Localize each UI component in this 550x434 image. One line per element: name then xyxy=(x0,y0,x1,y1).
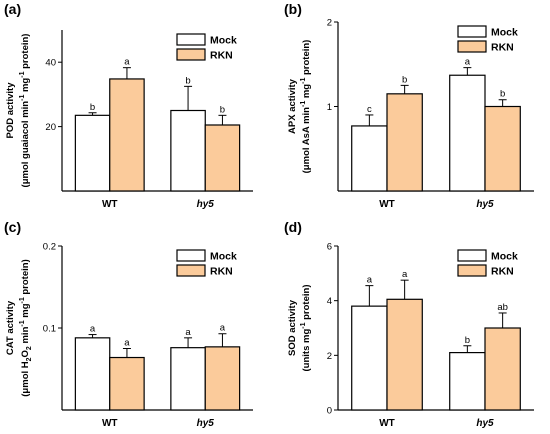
x-tick-label: hy5 xyxy=(197,199,215,210)
bar-mock-hy5 xyxy=(449,352,486,411)
significance-letter: ab xyxy=(497,302,508,313)
significance-letter: a xyxy=(124,57,130,68)
legend-label: Mock xyxy=(210,251,237,263)
legend-swatch-mock xyxy=(176,249,206,262)
y-axis-title: APX activity xyxy=(287,78,298,134)
significance-letter: a xyxy=(185,327,191,338)
bar-rkn-wt xyxy=(386,93,423,192)
x-tick-label: WT xyxy=(379,199,395,210)
y-tick-label: 0 xyxy=(327,406,332,417)
x-tick-label: WT xyxy=(102,418,118,429)
x-tick-label: WT xyxy=(102,199,118,210)
panel-b: (b) 1 2 APX activity(μmol AsA min-1 mg-1 pr… xyxy=(284,1,534,210)
bar-rkn-hy5 xyxy=(484,327,521,411)
y-axis-unit: (μmol AsA min-1 mg-1 protein) xyxy=(300,40,312,174)
legend-swatch-rkn xyxy=(457,264,487,277)
legend-swatch-mock xyxy=(457,25,487,38)
legend-label: RKN xyxy=(491,42,514,54)
y-tick-label: 0.2 xyxy=(43,242,56,253)
x-tick-label: hy5 xyxy=(197,418,215,429)
y-axis-unit: (μmol guaiacol min-1 mg-1 protein) xyxy=(19,34,31,188)
bar-mock-wt xyxy=(74,114,111,192)
legend-label: Mock xyxy=(210,35,237,47)
panel-d: (d) 0 2 4 6 SOD activity (units mg-1 protein) a… xyxy=(284,219,534,429)
legend-swatch-rkn xyxy=(176,264,206,277)
significance-letter: a xyxy=(402,269,408,280)
panel-c: (c) 0.1 0.2 CAT activity(μmol H2O2 min-1 mg… xyxy=(4,219,253,429)
significance-letter: b xyxy=(220,104,225,115)
bar-rkn-wt xyxy=(109,356,145,411)
panel-label: (a) xyxy=(4,1,21,17)
significance-letter: a xyxy=(220,323,226,334)
legend-label: RKN xyxy=(491,266,514,278)
bar-mock-hy5 xyxy=(170,109,206,192)
significance-letter: b xyxy=(500,89,505,100)
significance-letter: b xyxy=(465,335,470,346)
legend-swatch-mock xyxy=(457,249,487,262)
bar-rkn-wt xyxy=(386,298,423,411)
legend-label: Mock xyxy=(491,251,518,263)
significance-letter: c xyxy=(367,104,372,115)
y-axis-unit: (μmol H2O2 min-1 mg-1 protein) xyxy=(19,259,33,396)
bar-mock-wt xyxy=(74,337,111,411)
panel-label: (d) xyxy=(284,219,302,235)
significance-letter: b xyxy=(185,75,190,86)
x-tick-label: hy5 xyxy=(476,199,494,210)
x-tick-label: hy5 xyxy=(476,418,494,429)
bar-mock-hy5 xyxy=(170,347,206,411)
legend-label: RKN xyxy=(210,50,233,62)
bar-mock-wt xyxy=(351,125,388,192)
significance-letter: a xyxy=(367,275,373,286)
y-tick-label: 1 xyxy=(327,102,332,113)
legend-label: RKN xyxy=(210,266,233,278)
y-axis-unit: (units mg-1 protein) xyxy=(300,285,312,372)
panel-a: (a) 20 40 POD activity (μmol guaiacol min-1 … xyxy=(4,1,253,210)
legend-swatch-mock xyxy=(176,33,206,46)
bar-rkn-wt xyxy=(109,78,145,192)
panel-label: (c) xyxy=(4,219,21,235)
legend-swatch-rkn xyxy=(457,40,487,53)
panel-label: (b) xyxy=(284,1,302,17)
y-tick-label: 6 xyxy=(327,242,332,253)
legend-swatch-rkn xyxy=(176,48,206,61)
bar-rkn-hy5 xyxy=(204,346,241,411)
bar-mock-wt xyxy=(351,305,388,411)
legend-label: Mock xyxy=(491,27,518,39)
significance-letter: a xyxy=(124,338,130,349)
significance-letter: b xyxy=(402,74,407,85)
bar-rkn-hy5 xyxy=(204,124,241,192)
y-tick-label: 4 xyxy=(327,296,332,307)
y-tick-label: 2 xyxy=(327,18,332,29)
bar-mock-hy5 xyxy=(449,74,486,192)
significance-letter: b xyxy=(90,102,95,113)
y-axis-title: SOD activity xyxy=(287,299,298,356)
significance-letter: a xyxy=(90,324,96,335)
significance-letter: a xyxy=(465,57,471,68)
y-axis-title: CAT activity xyxy=(5,300,16,355)
y-tick-label: 40 xyxy=(45,58,56,69)
bar-rkn-hy5 xyxy=(484,105,521,192)
x-tick-label: WT xyxy=(379,418,395,429)
y-tick-label: 0.1 xyxy=(43,324,56,335)
y-tick-label: 20 xyxy=(45,122,56,133)
y-axis-title: POD activity xyxy=(5,82,16,139)
y-tick-label: 2 xyxy=(327,351,332,362)
